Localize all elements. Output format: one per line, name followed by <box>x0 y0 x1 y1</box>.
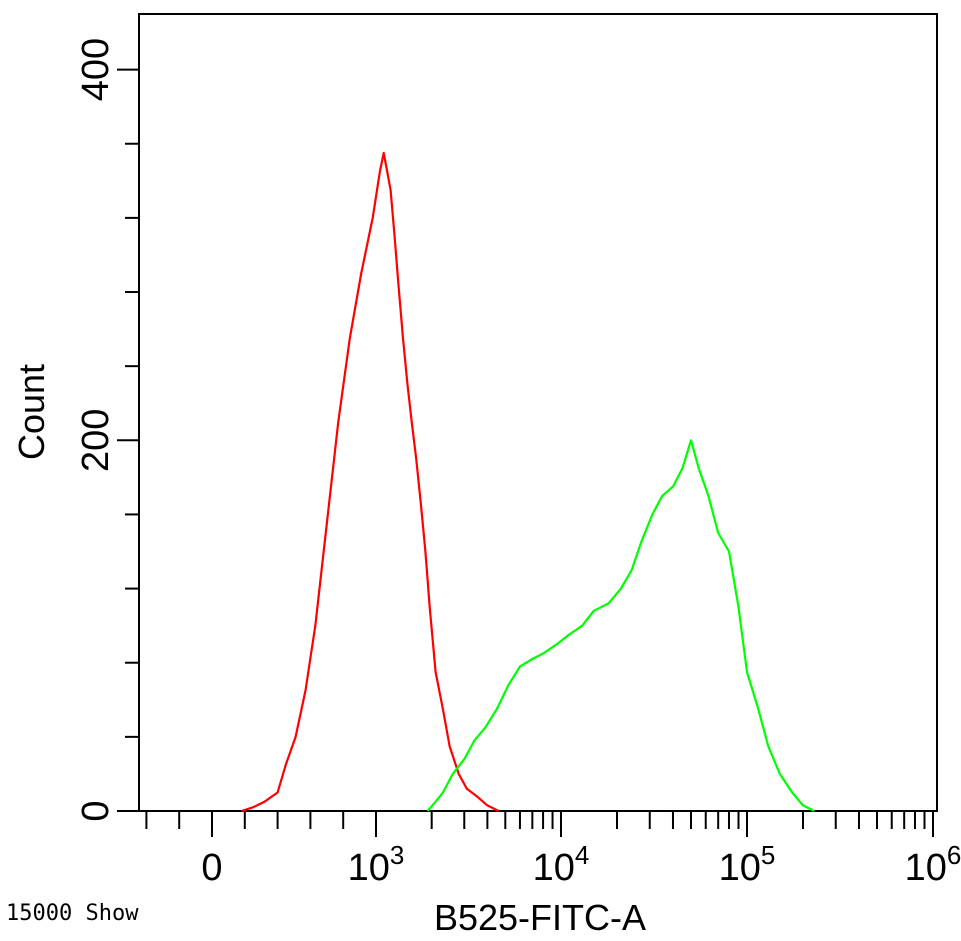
x-axis-major-ticks <box>211 811 934 837</box>
histogram-series-1 <box>241 151 500 813</box>
x-tick-label: 103 <box>348 840 405 889</box>
histogram-series-2 <box>426 439 815 812</box>
event-count-label: 15000 Show <box>6 901 139 926</box>
x-tick-label: 0 <box>201 847 222 889</box>
x-tick-label: 106 <box>905 840 961 889</box>
x-axis-minor-ticks <box>145 811 926 829</box>
plot-frame <box>138 13 938 812</box>
y-axis-tick-labels: 0 200 400 <box>75 38 117 822</box>
y-tick-label: 200 <box>75 409 117 472</box>
y-tick-label: 0 <box>75 800 117 821</box>
series-layer <box>241 151 815 813</box>
x-tick-label: 105 <box>719 840 776 889</box>
x-tick-label: 104 <box>533 840 590 889</box>
x-axis-title: B525-FITC-A <box>434 897 646 938</box>
y-axis-title: Count <box>11 364 52 460</box>
x-tick-label-exponent: 4 <box>575 840 589 870</box>
x-axis-tick-labels: 0 103 104 105 106 <box>201 840 961 889</box>
x-tick-label-exponent: 5 <box>761 840 775 870</box>
y-axis-ticks <box>117 68 139 812</box>
x-tick-label-exponent: 6 <box>947 840 961 870</box>
x-tick-label-exponent: 3 <box>390 840 404 870</box>
y-tick-label: 400 <box>75 38 117 101</box>
